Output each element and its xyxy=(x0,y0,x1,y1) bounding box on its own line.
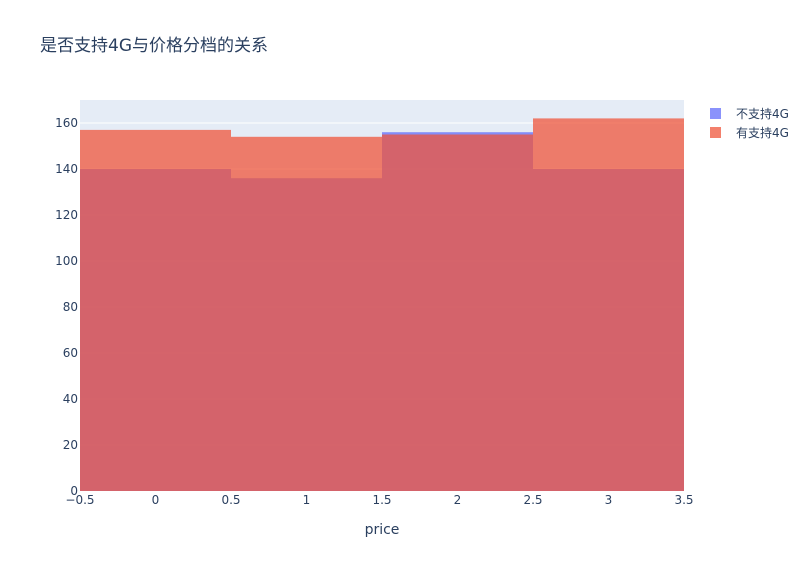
x-axis-title: price xyxy=(365,522,400,538)
x-tick-label: 0.5 xyxy=(221,493,240,507)
bars xyxy=(80,118,684,492)
bar-series-1-bin-0[interactable] xyxy=(80,129,231,491)
x-tick-label: 1.5 xyxy=(372,493,391,507)
x-tick-label: 3 xyxy=(605,493,613,507)
y-tick-label: 140 xyxy=(55,162,78,176)
legend-swatch xyxy=(710,127,721,138)
x-tick-label: 2.5 xyxy=(523,493,542,507)
y-tick-label: 0 xyxy=(70,484,78,498)
y-axis-ticks: 0 20 40 60 80 100 120 140 160 xyxy=(55,116,78,498)
x-tick-label: 1 xyxy=(303,493,311,507)
legend-label: 有支持4G xyxy=(736,125,789,140)
legend[interactable]: 不支持4G 有支持4G xyxy=(710,106,789,140)
y-tick-label: 160 xyxy=(55,116,78,130)
x-tick-label: −0.5 xyxy=(65,493,94,507)
x-axis-ticks: −0.5 0 0.5 1 1.5 2 2.5 3 3.5 xyxy=(65,493,693,507)
y-tick-label: 60 xyxy=(63,346,78,360)
x-tick-label: 2 xyxy=(454,493,462,507)
bar-series-1-bin-1[interactable] xyxy=(231,136,382,492)
y-tick-label: 120 xyxy=(55,208,78,222)
legend-swatch xyxy=(710,108,721,119)
legend-item[interactable]: 有支持4G xyxy=(710,125,789,140)
x-tick-label: 3.5 xyxy=(674,493,693,507)
y-tick-label: 100 xyxy=(55,254,78,268)
y-tick-label: 80 xyxy=(63,300,78,314)
legend-item[interactable]: 不支持4G xyxy=(710,106,789,121)
chart-title: 是否支持4G与价格分档的关系 xyxy=(40,36,268,56)
x-tick-label: 0 xyxy=(152,493,160,507)
bar-series-1-bin-3[interactable] xyxy=(533,118,684,492)
y-tick-label: 40 xyxy=(63,392,78,406)
bar-series-1-bin-2[interactable] xyxy=(382,134,533,492)
legend-label: 不支持4G xyxy=(736,106,789,121)
y-tick-label: 20 xyxy=(63,438,78,452)
